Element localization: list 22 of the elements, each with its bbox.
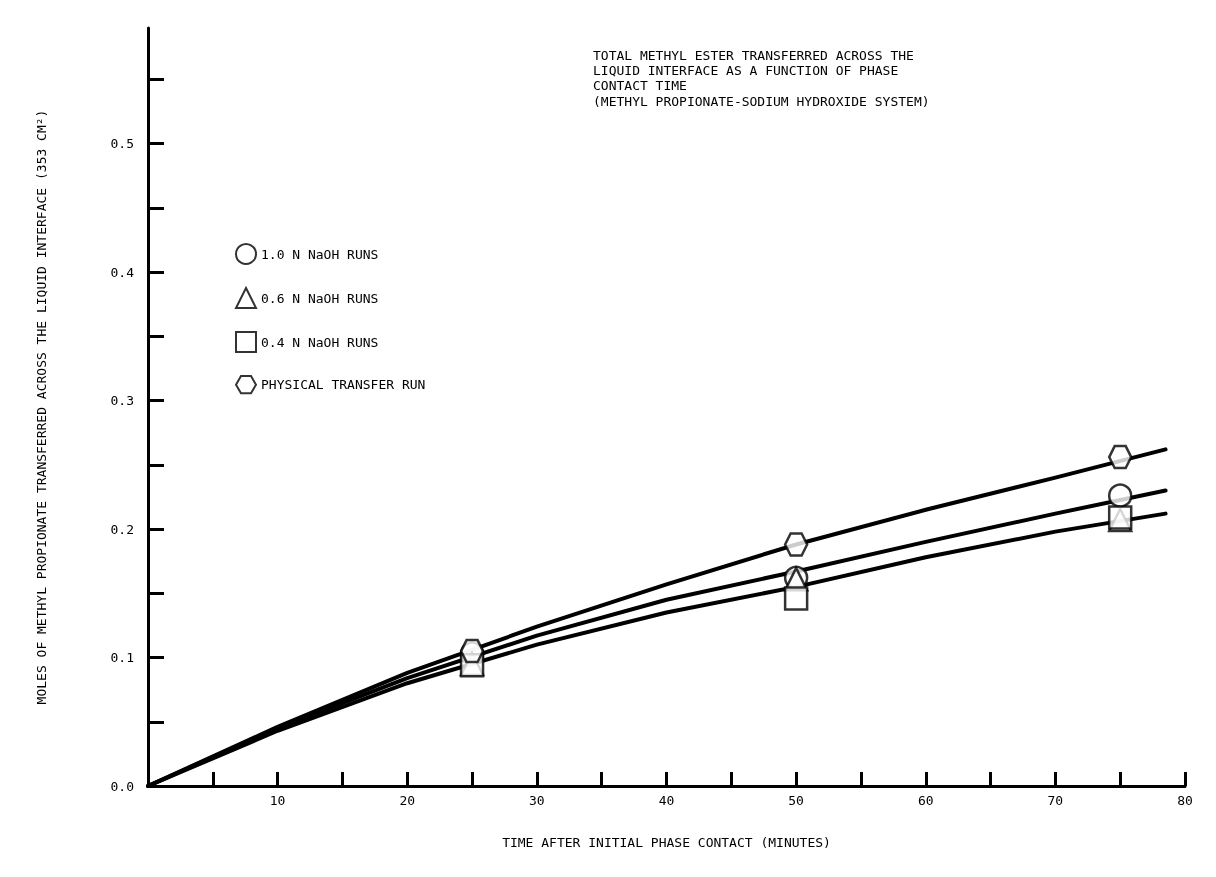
y-tick-label: 0.2: [110, 521, 134, 537]
text: (METHYL PROPIONATE-SODIUM HYDROXIDE SYSTEM): [593, 94, 930, 109]
x-tick-label: 10: [269, 793, 286, 808]
legend-label: 1.0 N NaOH RUNS: [261, 246, 379, 262]
x-tick-label: 20: [399, 793, 416, 808]
y-tick-label: 0.4: [110, 264, 135, 280]
y-axis-title: MOLES OF METHYL PROPIONATE TRANSFERRED ACROSS THE LIQUID INTERFACE (353 CM²): [33, 109, 49, 705]
y-tick-label: 0.0: [110, 778, 134, 794]
x-tick-label: 40: [658, 793, 675, 808]
y-tick-label: 0.1: [110, 650, 134, 666]
text: TOTAL METHYL ESTER TRANSFERRED ACROSS THE LIQUID INTERFACE AS A FUNCTION OF PHASE CONTACT TIME: [593, 48, 922, 93]
y-tick-label: 0.3: [110, 393, 134, 409]
x-tick-label: 70: [1047, 793, 1064, 808]
legend-label: 0.6 N NaOH RUNS: [261, 290, 379, 306]
x-tick-label: 50: [788, 793, 804, 808]
x-axis-title: TIME AFTER INITIAL PHASE CONTACT (MINUTES): [502, 835, 831, 850]
x-tick-label: 30: [529, 793, 545, 808]
x-tick-label: 80: [1177, 793, 1193, 808]
x-tick-label: 60: [917, 793, 934, 808]
y-tick-label: 0.5: [110, 136, 134, 152]
legend-label: PHYSICAL TRANSFER RUN: [261, 377, 426, 393]
legend-label: 0.4 N NaOH RUNS: [261, 334, 379, 350]
